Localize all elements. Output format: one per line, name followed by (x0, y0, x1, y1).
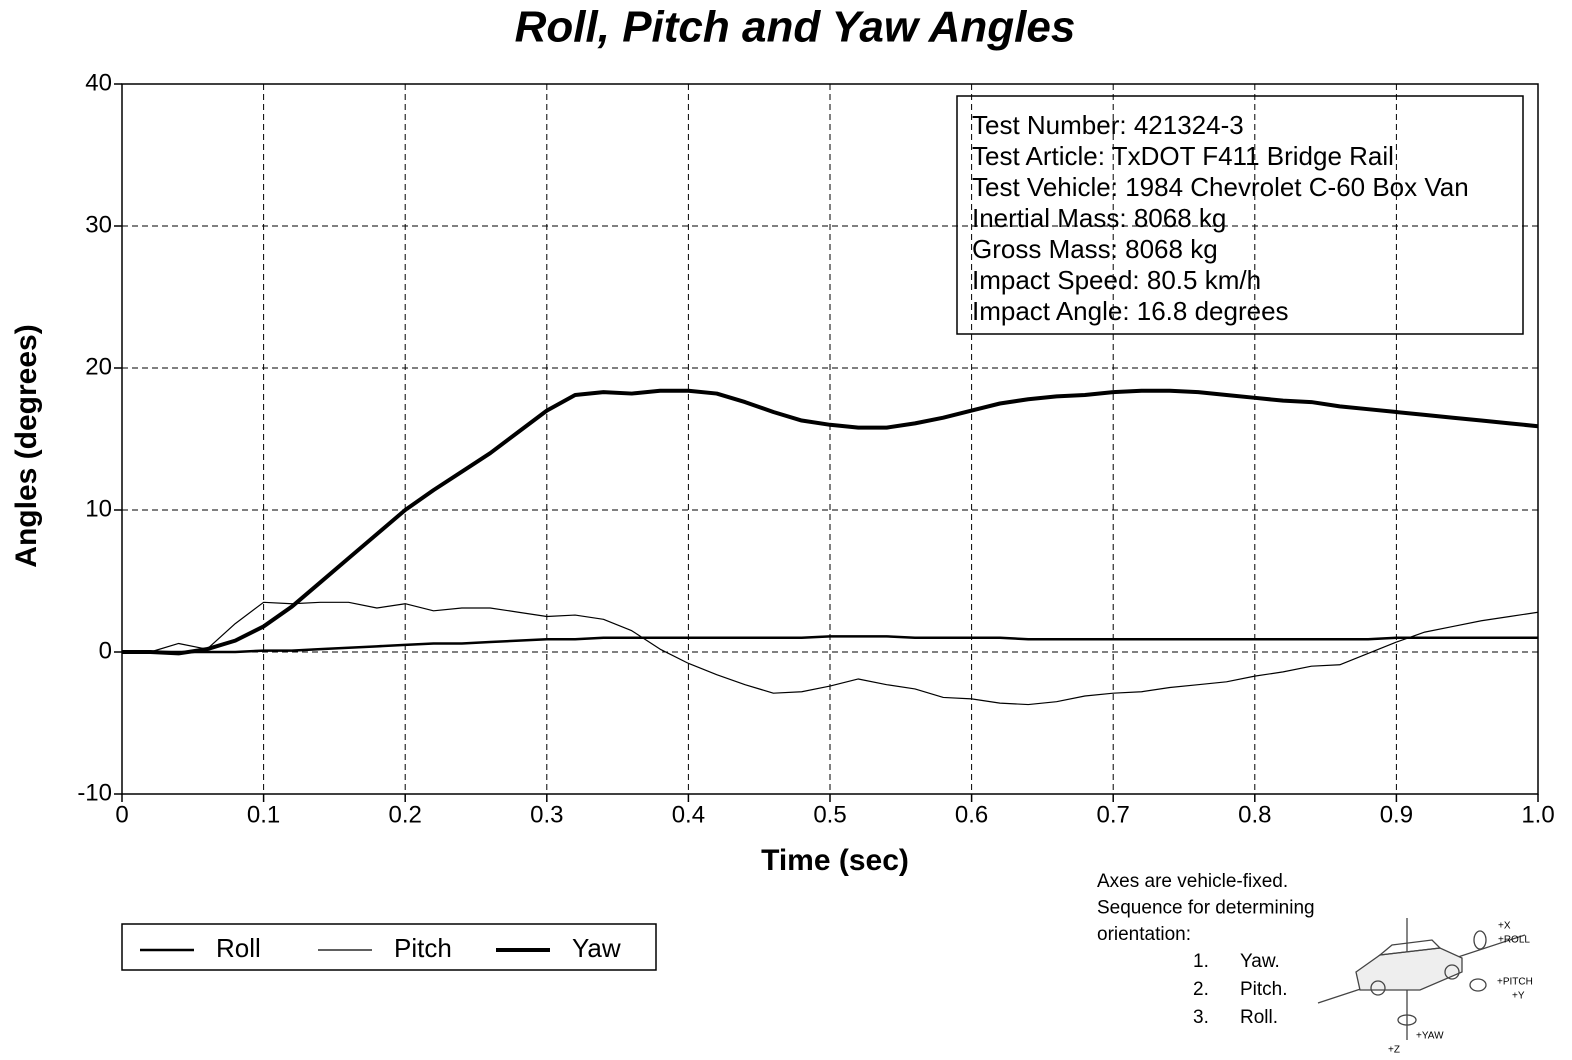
info-line: Test Vehicle: 1984 Chevrolet C-60 Box Va… (972, 172, 1469, 202)
series-line (122, 601, 1539, 706)
y-tick-label: 40 (85, 69, 112, 96)
x-tick-label: 0 (115, 801, 128, 828)
x-tick-label: 1.0 (1521, 801, 1554, 828)
info-line: Impact Speed: 80.5 km/h (972, 265, 1261, 295)
info-box (956, 95, 1524, 335)
note-step-number: 3. (1193, 1007, 1209, 1028)
x-tick-label: 0.9 (1380, 801, 1413, 828)
x-axis-label: Time (sec) (761, 844, 909, 877)
legend-label: Yaw (572, 933, 621, 963)
x-tick-label: 0.5 (813, 801, 846, 828)
y-tick-label: -10 (77, 779, 112, 806)
x-tick-label: 0.1 (247, 801, 280, 828)
diagram-label: +X (1498, 921, 1511, 932)
info-line: Test Article: TxDOT F411 Bridge Rail (972, 141, 1394, 171)
x-tick-label: 0.8 (1238, 801, 1271, 828)
note-step-number: 1. (1193, 951, 1209, 972)
note-line: Sequence for determining (1097, 898, 1315, 919)
y-tick-label: 10 (85, 495, 112, 522)
series-line (122, 635, 1538, 654)
legend-label: Pitch (394, 933, 452, 963)
vehicle-diagram (1317, 918, 1526, 1040)
x-tick-label: 0.7 (1097, 801, 1130, 828)
y-tick-label: 30 (85, 211, 112, 238)
note-step-text: Roll. (1240, 1007, 1278, 1028)
note-step-number: 2. (1193, 979, 1209, 1000)
diagram-label: +Y (1512, 991, 1525, 1002)
info-line: Inertial Mass: 8068 kg (972, 203, 1226, 233)
diagram-label: +PITCH (1497, 977, 1533, 988)
x-tick-label: 0.4 (672, 801, 705, 828)
x-tick-label: 0.6 (955, 801, 988, 828)
diagram-label: +YAW (1416, 1031, 1444, 1042)
legend-box (121, 923, 657, 971)
info-line: Impact Angle: 16.8 degrees (972, 296, 1289, 326)
diagram-label: +ROLL (1498, 935, 1530, 946)
y-axis-label: Angles (degrees) (10, 324, 43, 567)
series-line (122, 388, 1539, 656)
x-tick-label: 0.3 (530, 801, 563, 828)
chart-title: Roll, Pitch and Yaw Angles (515, 3, 1076, 52)
plot-frame (121, 83, 1539, 795)
note-line: orientation: (1097, 924, 1191, 945)
info-line: Test Number: 421324-3 (972, 110, 1244, 140)
info-line: Gross Mass: 8068 kg (972, 234, 1218, 264)
note-step-text: Yaw. (1240, 951, 1280, 972)
note-step-text: Pitch. (1240, 979, 1288, 1000)
y-tick-label: 0 (99, 637, 112, 664)
diagram-label: +Z (1388, 1045, 1400, 1056)
x-tick-label: 0.2 (389, 801, 422, 828)
y-tick-label: 20 (85, 353, 112, 380)
note-line: Axes are vehicle-fixed. (1097, 871, 1288, 892)
legend-label: Roll (216, 933, 261, 963)
